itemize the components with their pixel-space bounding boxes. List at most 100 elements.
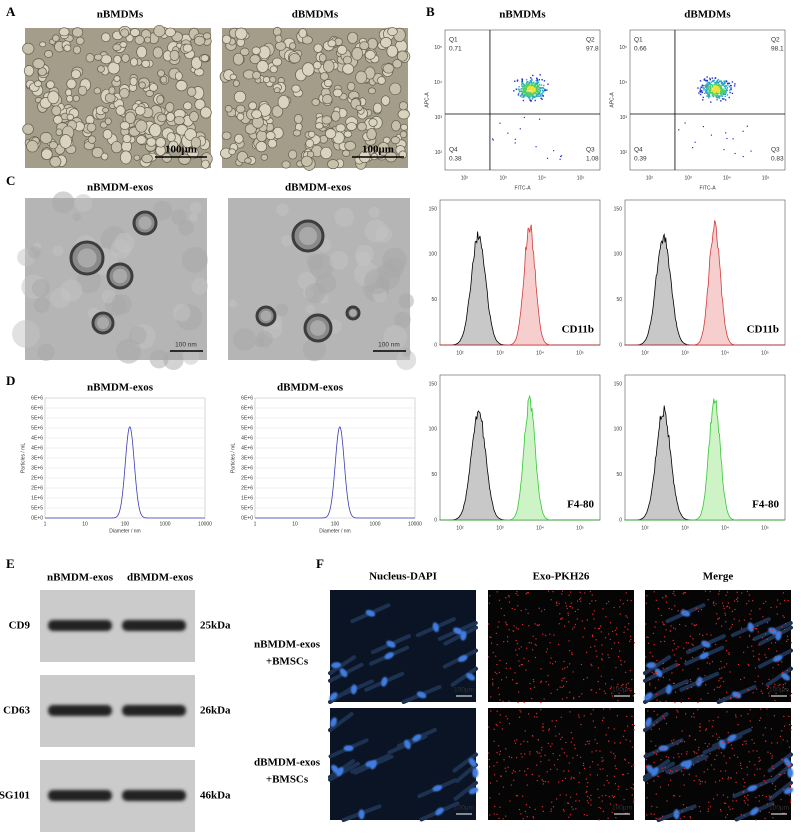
exosome-dot xyxy=(542,633,544,635)
exosome-dot xyxy=(561,668,564,670)
cell xyxy=(86,122,97,133)
cell xyxy=(133,154,141,161)
exosome-dot xyxy=(604,683,607,685)
exosome-dot xyxy=(788,723,791,726)
y-axis-label: Particles / mL xyxy=(20,443,26,474)
exosome-dot xyxy=(676,709,678,712)
exosome-dot xyxy=(701,781,703,783)
exosome-dot xyxy=(678,756,680,758)
event-dot xyxy=(530,94,532,96)
exosome-dot xyxy=(720,810,722,812)
event-dot xyxy=(703,89,705,91)
exosome-dot xyxy=(716,794,718,796)
exosome-dot xyxy=(732,800,734,802)
exosome-dot xyxy=(680,753,683,755)
exosome-dot xyxy=(552,806,555,808)
exosome-dot xyxy=(752,692,754,694)
quadrant-value: 1.08 xyxy=(586,156,599,163)
event-dot xyxy=(518,91,521,93)
exosome-dot xyxy=(599,768,601,770)
cell xyxy=(134,105,146,116)
event-dot xyxy=(540,97,542,100)
exosome-dot xyxy=(747,713,749,715)
exosome-dot xyxy=(613,775,616,777)
exosome-dot xyxy=(540,749,543,751)
exosome-dot xyxy=(616,686,618,688)
exosome-dot xyxy=(698,726,701,728)
exosome-dot xyxy=(749,613,751,615)
exosome-dot xyxy=(759,608,761,610)
exosome-dot xyxy=(537,752,539,754)
exosome-dot xyxy=(603,708,605,710)
exosome-dot xyxy=(680,740,682,742)
cell xyxy=(255,141,268,153)
cell xyxy=(332,88,343,98)
nucleus xyxy=(775,630,782,641)
tem-texture xyxy=(329,250,349,270)
cell xyxy=(101,32,111,43)
cell xyxy=(107,61,121,75)
event-dot xyxy=(528,86,530,88)
exosome-dot xyxy=(613,728,615,730)
event-dot xyxy=(499,122,501,124)
y-tick-label: 6E+6 xyxy=(31,405,43,411)
x-tick-label: 10² xyxy=(641,350,649,356)
event-dot xyxy=(535,89,538,91)
exosome-dot xyxy=(780,798,782,801)
cell xyxy=(324,78,333,88)
event-dot xyxy=(553,150,555,152)
y-tick-label: 3E+6 xyxy=(31,465,43,471)
exosome-dot xyxy=(715,643,717,646)
exosome-dot xyxy=(727,778,729,780)
nucleus xyxy=(329,692,338,701)
exosome-dot xyxy=(536,624,538,626)
y-tick-label: 5E+6 xyxy=(241,425,253,431)
exosome-dot xyxy=(624,671,627,673)
exosome-dot xyxy=(595,750,597,752)
exosome-dot xyxy=(692,638,694,640)
cell xyxy=(149,123,162,138)
exosome-dot xyxy=(517,605,519,607)
event-dot xyxy=(729,89,731,91)
marker-histogram xyxy=(440,394,600,521)
event-dot xyxy=(524,94,526,96)
exosome-dot xyxy=(744,782,746,784)
event-dot xyxy=(716,83,718,85)
cell xyxy=(293,114,303,124)
cell-body xyxy=(767,752,793,773)
nucleus xyxy=(696,676,703,687)
tem-texture xyxy=(275,303,289,317)
cell xyxy=(386,45,399,58)
exosome-dot xyxy=(590,799,592,801)
exosome-dot xyxy=(506,640,509,643)
cell xyxy=(120,28,130,38)
cell xyxy=(320,146,333,160)
row-label: nBMDM-exos xyxy=(254,639,321,651)
exosome-dot xyxy=(568,816,570,818)
exosome-dot xyxy=(717,716,719,718)
cell xyxy=(366,128,377,141)
exosome-dot xyxy=(617,683,619,685)
event-dot xyxy=(540,93,543,95)
cell xyxy=(390,136,401,145)
event-dot xyxy=(524,88,527,90)
exosome-dot xyxy=(706,768,709,770)
exosome-dot xyxy=(666,800,668,802)
exosome-dot xyxy=(626,812,628,814)
exosome-dot xyxy=(709,663,711,665)
tem-texture xyxy=(383,325,408,349)
exosome-dot xyxy=(647,636,649,639)
exosome-dot xyxy=(500,679,503,681)
exosome-dot xyxy=(516,739,518,741)
exosome-dot xyxy=(616,715,619,717)
exosome-dot xyxy=(599,807,602,809)
cell xyxy=(244,157,252,164)
exosome-dot xyxy=(772,767,774,770)
exosome-dot xyxy=(552,591,554,593)
nucleus xyxy=(472,767,479,778)
exosome-dot xyxy=(497,687,500,689)
cell xyxy=(32,58,45,70)
exosome-dot xyxy=(622,603,624,605)
exosome-dot xyxy=(698,610,700,612)
exosome-dot xyxy=(578,598,581,601)
